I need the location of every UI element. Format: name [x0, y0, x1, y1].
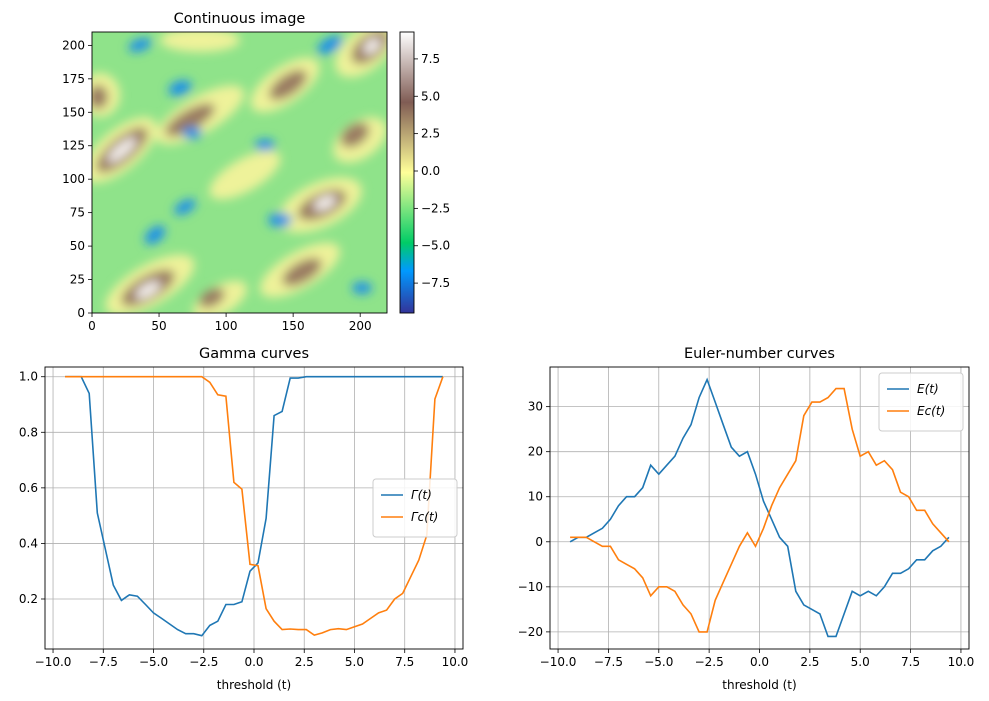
- x-tick-label: 0.0: [244, 655, 263, 669]
- x-tick-label: −7.5: [89, 655, 118, 669]
- line-series: [65, 375, 443, 637]
- chart-title: Euler-number curves: [684, 346, 835, 362]
- colorbar-frame: [399, 31, 415, 314]
- y-tick-label: 150: [62, 105, 85, 119]
- x-tick-label: 0.0: [750, 655, 769, 669]
- line-series: [569, 377, 950, 638]
- x-tick-label: −5.0: [139, 655, 168, 669]
- colorbar-tick-label: 0.0: [421, 164, 440, 178]
- legend-box: [372, 478, 458, 538]
- legend-label: E(t): [917, 382, 939, 396]
- legend-label: Γc(t): [411, 510, 438, 524]
- chart-title: Gamma curves: [199, 346, 309, 362]
- legend: E(t) Ec(t): [878, 372, 964, 432]
- x-tick-label: −5.0: [644, 655, 673, 669]
- x-tick-label: 2.5: [800, 655, 819, 669]
- x-tick-label: −10.0: [35, 655, 72, 669]
- legend: Γ(t) Γc(t): [372, 478, 458, 538]
- x-tick-label: −2.5: [695, 655, 724, 669]
- legend-label: Γ(t): [411, 488, 432, 502]
- y-tick-label: 25: [70, 273, 85, 287]
- y-tick-label: −20: [518, 625, 543, 639]
- x-tick-label: 10.0: [948, 655, 975, 669]
- x-tick-label: 5.0: [345, 655, 364, 669]
- x-tick-label: 7.5: [395, 655, 414, 669]
- legend-box: [878, 372, 964, 432]
- axes-frame: [91, 31, 388, 314]
- axes-frame: [44, 366, 464, 650]
- y-tick-label: 175: [62, 72, 85, 86]
- y-tick-label: 1.0: [19, 370, 38, 384]
- colorbar: [400, 32, 414, 313]
- x-tick-label: 10.0: [442, 655, 469, 669]
- y-tick-label: 200: [62, 38, 85, 52]
- image-field: [92, 32, 387, 313]
- x-tick-label: −10.0: [540, 655, 577, 669]
- colorbar-tick-label: 2.5: [421, 127, 440, 141]
- x-tick-label: 2.5: [295, 655, 314, 669]
- y-tick-label: 125: [62, 139, 85, 153]
- y-tick-label: 0: [77, 306, 85, 320]
- colorbar-tick-label: −5.0: [421, 239, 450, 253]
- line-series: [65, 375, 444, 636]
- colorbar-tick-label: 5.0: [421, 89, 440, 103]
- y-tick-label: 0.2: [19, 592, 38, 606]
- x-tick-label: 0: [88, 319, 96, 333]
- colorbar-tick-label: −2.5: [421, 201, 450, 215]
- x-tick-label: 50: [151, 319, 166, 333]
- y-tick-label: 100: [62, 172, 85, 186]
- colorbar-tick-label: −7.5: [421, 276, 450, 290]
- y-tick-label: −10: [518, 580, 543, 594]
- y-tick-label: 0.6: [19, 481, 38, 495]
- y-tick-label: 10: [528, 490, 543, 504]
- x-tick-label: 200: [349, 319, 372, 333]
- x-tick-label: −7.5: [594, 655, 623, 669]
- x-tick-label: 5.0: [851, 655, 870, 669]
- y-tick-label: 50: [70, 239, 85, 253]
- x-tick-label: −2.5: [189, 655, 218, 669]
- x-tick-label: 7.5: [901, 655, 920, 669]
- y-tick-label: 20: [528, 445, 543, 459]
- chart-title: Continuous image: [174, 11, 306, 27]
- x-tick-label: 150: [282, 319, 305, 333]
- y-tick-label: 0.8: [19, 425, 38, 439]
- axes-frame: [549, 366, 970, 650]
- x-axis-label: threshold (t): [722, 678, 796, 692]
- colorbar-tick-label: 7.5: [421, 52, 440, 66]
- y-tick-label: 0: [535, 535, 543, 549]
- x-tick-label: 100: [215, 319, 238, 333]
- line-series: [570, 387, 950, 633]
- y-tick-label: 30: [528, 400, 543, 414]
- x-axis-label: threshold (t): [217, 678, 291, 692]
- y-tick-label: 75: [70, 206, 85, 220]
- y-tick-label: 0.4: [19, 536, 38, 550]
- legend-label: Ec(t): [917, 404, 945, 418]
